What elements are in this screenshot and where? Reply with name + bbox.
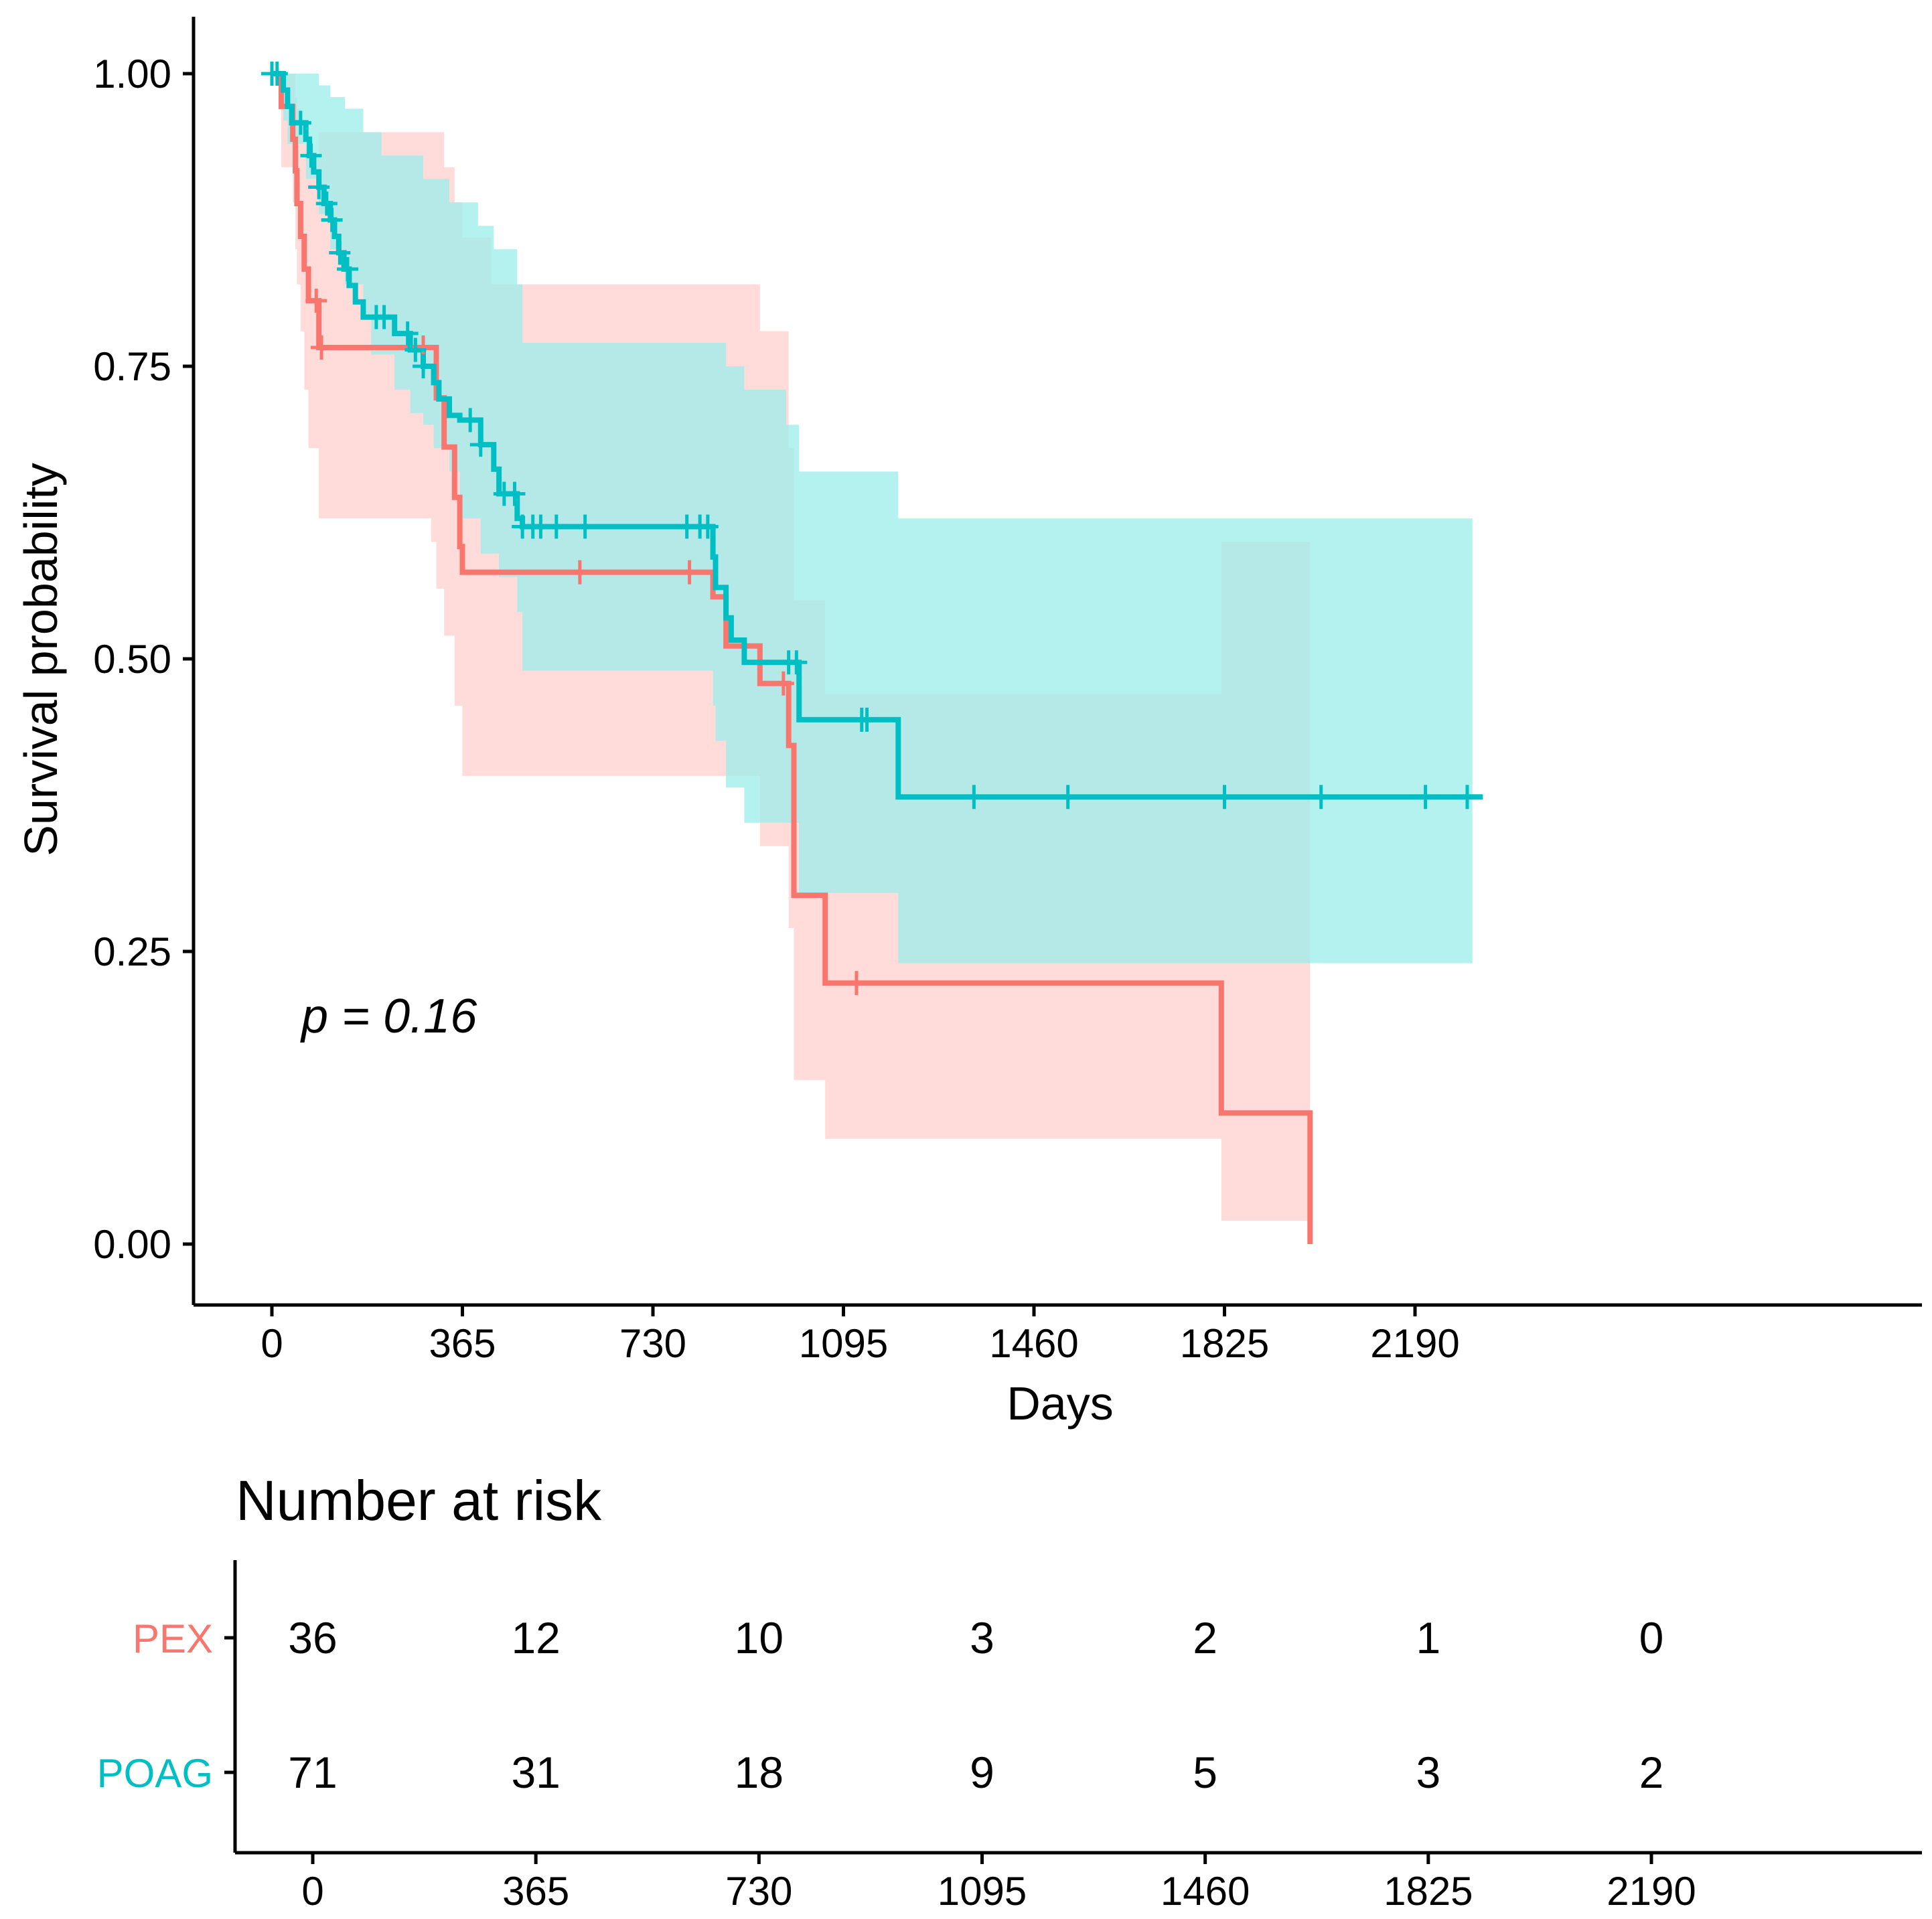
survival-line-pex (272, 71, 1313, 1244)
risk-count-poag: 71 (288, 1748, 337, 1797)
x-tick-label: 730 (619, 1321, 686, 1366)
risk-x-tick-label: 1825 (1384, 1869, 1473, 1914)
confidence-bands (272, 74, 1473, 1221)
x-tick-label: 1825 (1180, 1321, 1269, 1366)
x-tick-label: 365 (429, 1321, 496, 1366)
y-axis-title: Survival probability (15, 463, 67, 856)
risk-count-poag: 3 (1416, 1748, 1440, 1797)
risk-count-poag: 9 (970, 1748, 994, 1797)
risk-x-tick-label: 730 (725, 1869, 792, 1914)
risk-count-pex: 3 (970, 1613, 994, 1663)
risk-count-pex: 36 (288, 1613, 337, 1663)
risk-table-title: Number at risk (236, 1469, 602, 1532)
risk-x-tick-label: 1095 (938, 1869, 1027, 1914)
x-tick-label: 0 (261, 1321, 283, 1366)
x-tick-label: 1095 (799, 1321, 888, 1366)
risk-x-tick-label: 0 (301, 1869, 323, 1914)
x-axis-title: Days (1007, 1377, 1113, 1430)
censor-marks (261, 62, 1478, 996)
y-axis-ticks: 0.00 0.25 0.50 0.75 1.00 (93, 52, 194, 1267)
x-axis-ticks: 0 365 730 1095 1460 1825 2190 (261, 1305, 1460, 1366)
risk-x-tick-label: 1460 (1161, 1869, 1250, 1914)
risk-count-pex: 0 (1639, 1613, 1664, 1663)
x-tick-label: 1460 (989, 1321, 1078, 1366)
y-tick-label: 0.25 (93, 929, 171, 974)
risk-x-tick-label: 2190 (1607, 1869, 1696, 1914)
ci-band-poag (272, 74, 1473, 964)
risk-x-tick-label: 365 (502, 1869, 569, 1914)
x-tick-label: 2190 (1370, 1321, 1459, 1366)
y-tick-label: 0.50 (93, 637, 171, 682)
risk-count-poag: 18 (735, 1748, 784, 1797)
risk-count-poag: 5 (1193, 1748, 1217, 1797)
y-tick-label: 0.00 (93, 1222, 171, 1267)
p-value-annotation: p = 0.16 (300, 990, 477, 1043)
risk-count-pex: 10 (735, 1613, 784, 1663)
y-tick-label: 0.75 (93, 344, 171, 389)
risk-count-poag: 2 (1639, 1748, 1664, 1797)
risk-count-pex: 12 (511, 1613, 560, 1663)
y-tick-label: 1.00 (93, 52, 171, 96)
risk-row-label-poag: POAG (97, 1751, 213, 1796)
risk-count-pex: 2 (1193, 1613, 1217, 1663)
risk-row-label-pex: PEX (133, 1616, 213, 1661)
risk-count-poag: 31 (511, 1748, 560, 1797)
risk-count-pex: 1 (1416, 1613, 1440, 1663)
